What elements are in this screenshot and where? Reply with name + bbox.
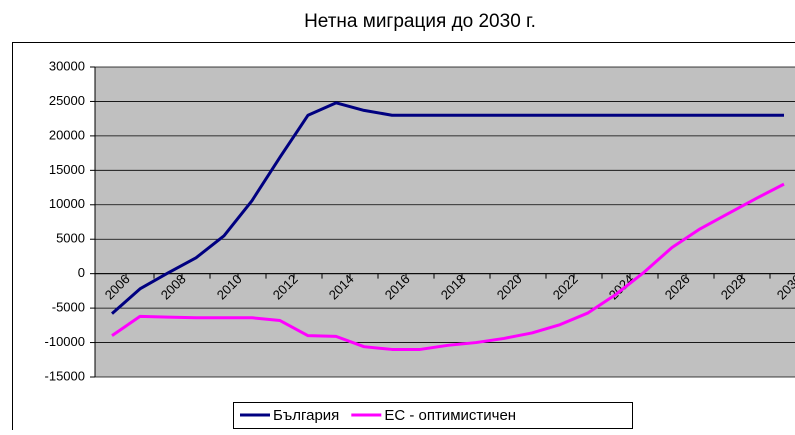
y-tick-label: 30000 bbox=[49, 58, 85, 73]
y-tick-label: 25000 bbox=[49, 93, 85, 108]
y-tick-label: -10000 bbox=[45, 334, 85, 349]
plot-area bbox=[95, 67, 795, 377]
legend-label: България bbox=[273, 407, 339, 424]
y-tick-label: 5000 bbox=[56, 231, 85, 246]
legend-label: ЕС - оптимистичен bbox=[384, 407, 516, 424]
y-tick-label: 15000 bbox=[49, 162, 85, 177]
y-tick-label: -15000 bbox=[45, 368, 85, 383]
y-tick-label: 20000 bbox=[49, 127, 85, 142]
y-tick-label: 10000 bbox=[49, 196, 85, 211]
y-tick-label: -5000 bbox=[52, 300, 85, 315]
y-tick-label: 0 bbox=[78, 265, 85, 280]
chart-title: Нетна миграция до 2030 г. bbox=[304, 11, 536, 32]
